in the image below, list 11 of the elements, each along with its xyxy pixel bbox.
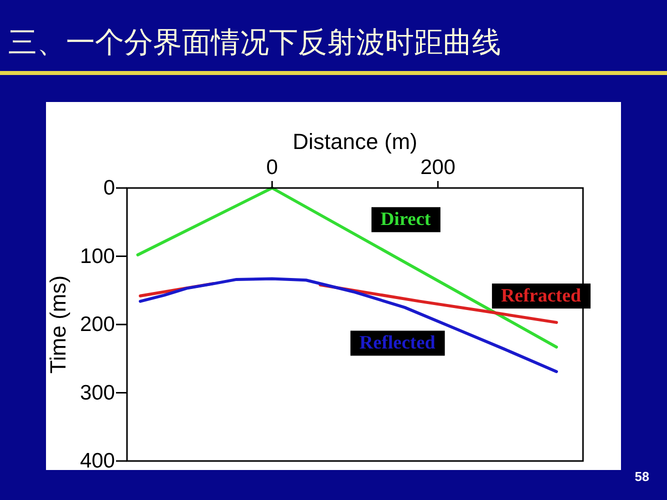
y-tick-label: 200 [80, 313, 115, 336]
x-axis-title: Distance (m) [292, 129, 418, 154]
y-tick-label: 300 [80, 381, 115, 404]
text: 58 [634, 469, 650, 484]
y-tick-label: 400 [80, 450, 115, 472]
series-label: Reflected [359, 332, 436, 354]
y-axis-title: Time (ms) [46, 275, 70, 374]
y-tick-label: 100 [80, 244, 115, 268]
chart-title: 三、一个分界面情况下反射波时距曲线 [8, 27, 501, 59]
y-tick-label: 0 [103, 176, 115, 200]
series-label: Direct [380, 209, 432, 230]
